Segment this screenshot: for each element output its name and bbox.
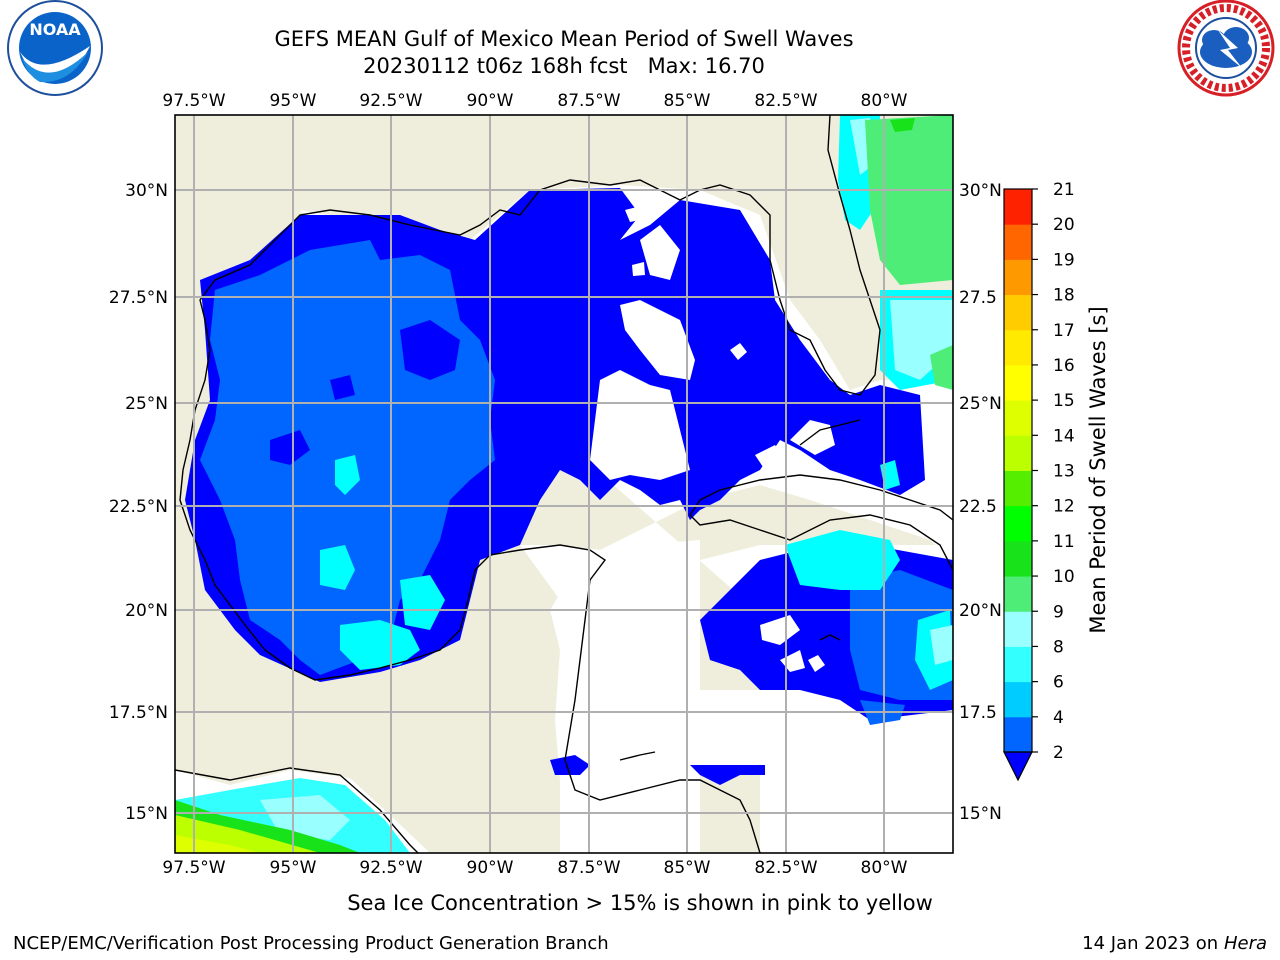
colorbar-segment xyxy=(1004,540,1032,577)
lat-ticks-left: 30°N 27.5°N 25°N 22.5°N 20°N 17.5°N 15°N xyxy=(109,181,168,824)
colorbar-tick-label: 20 xyxy=(1053,215,1075,235)
lon-tick-label: 97.5°W xyxy=(162,91,225,111)
lat-tick-label: 30°N xyxy=(125,181,168,201)
gridlines xyxy=(175,115,953,853)
lon-tick-label: 80°W xyxy=(861,858,908,878)
colorbar-tick-label: 18 xyxy=(1053,286,1075,306)
colorbar-tick-label: 21 xyxy=(1053,180,1075,200)
lon-tick-label: 92.5°W xyxy=(359,91,422,111)
colorbar-tick-label: 16 xyxy=(1053,356,1075,376)
lon-tick-label: 82.5°W xyxy=(754,858,817,878)
map-frame xyxy=(174,114,954,854)
page-title: GEFS MEAN Gulf of Mexico Mean Period of … xyxy=(274,27,854,51)
lat-tick-label: 27.5°N xyxy=(109,288,168,308)
lat-tick-label: 20°N xyxy=(125,601,168,621)
lat-tick-label: 22.5 xyxy=(959,497,997,517)
lat-ticks-right: 30°N 27.5 25°N 22.5 20°N 17.5 15°N xyxy=(959,181,1002,824)
lon-tick-label: 87.5°W xyxy=(557,91,620,111)
colorbar-segment xyxy=(1004,259,1032,296)
lat-tick-label: 17.5 xyxy=(959,703,997,723)
lon-tick-label: 90°W xyxy=(467,91,514,111)
colorbar-tick-label: 10 xyxy=(1053,567,1075,587)
lon-tick-label: 95°W xyxy=(270,858,317,878)
colorbar-tick-label: 14 xyxy=(1053,426,1075,446)
colorbar-tick-label: 6 xyxy=(1053,673,1064,693)
stamp-host: Hera xyxy=(1223,933,1267,954)
lon-tick-label: 82.5°W xyxy=(754,91,817,111)
lat-tick-label: 17.5°N xyxy=(109,703,168,723)
colorbar-tick-label: 19 xyxy=(1053,250,1075,270)
colorbar-segment xyxy=(1004,576,1032,612)
colorbar-under-arrow xyxy=(1003,751,1033,782)
colorbar-label: Mean Period of Swell Waves [s] xyxy=(1086,306,1110,633)
colorbar-tick-label: 4 xyxy=(1053,708,1064,728)
lon-tick-label: 87.5°W xyxy=(557,858,620,878)
colorbar-tick-label: 9 xyxy=(1053,602,1064,622)
map-content xyxy=(175,115,953,853)
lat-tick-label: 15°N xyxy=(125,804,168,824)
colorbar-segment xyxy=(1004,611,1032,647)
colorbar-segment xyxy=(1004,716,1032,753)
noaa-logo-icon xyxy=(7,0,103,96)
lon-tick-label: 85°W xyxy=(664,91,711,111)
lon-tick-label: 95°W xyxy=(270,91,317,111)
colorbar-segment xyxy=(1004,224,1032,260)
colorbar-tick-label: 15 xyxy=(1053,391,1075,411)
colorbar-segment xyxy=(1004,189,1032,225)
colorbar-segment xyxy=(1004,470,1032,507)
lon-tick-label: 80°W xyxy=(861,91,908,111)
stamp-date: 14 Jan 2023 on xyxy=(1082,933,1219,954)
sea-ice-note: Sea Ice Concentration > 15% is shown in … xyxy=(347,891,933,915)
page-subtitle: 20230112 t06z 168h fcst Max: 16.70 xyxy=(363,54,765,78)
lat-tick-label: 25°N xyxy=(125,394,168,414)
lat-tick-label: 20°N xyxy=(959,601,1002,621)
colorbar-tick-label: 8 xyxy=(1053,637,1064,657)
colorbar-tick-label: 12 xyxy=(1053,497,1075,517)
colorbar-segment xyxy=(1004,329,1032,366)
lat-tick-label: 27.5 xyxy=(959,288,997,308)
colorbar-segment xyxy=(1004,400,1032,436)
lon-tick-label: 97.5°W xyxy=(162,858,225,878)
colorbar-tick-label: 17 xyxy=(1053,321,1075,341)
lon-tick-label: 92.5°W xyxy=(359,858,422,878)
colorbar-segment xyxy=(1004,505,1032,542)
lat-tick-label: 30°N xyxy=(959,181,1002,201)
colorbar-segment xyxy=(1004,681,1032,718)
lat-tick-label: 15°N xyxy=(959,804,1002,824)
colorbar-segment xyxy=(1004,294,1032,331)
colorbar-segment xyxy=(1004,435,1032,471)
swell-region-4-6 xyxy=(320,545,355,590)
colorbar-tick-label: 2 xyxy=(1053,743,1064,763)
colorbar: 2 4 6 8 9 10 11 12 13 14 15 16 17 18 19 20 21 xyxy=(1003,180,1075,782)
colorbar-tick-label: 11 xyxy=(1053,532,1075,552)
credit-text: NCEP/EMC/Verification Post Processing Pr… xyxy=(13,933,609,954)
colorbar-segment xyxy=(1004,646,1032,683)
lon-ticks-bottom: 97.5°W 95°W 92.5°W 90°W 87.5°W 85°W 82.5… xyxy=(162,858,907,878)
swell-region-9-10 xyxy=(865,115,953,285)
nws-logo-icon xyxy=(1177,0,1275,97)
lat-tick-label: 25°N xyxy=(959,394,1002,414)
colorbar-tick-label: 13 xyxy=(1053,462,1075,482)
lon-tick-label: 85°W xyxy=(664,858,711,878)
noaa-logo-text: NOAA xyxy=(29,20,81,39)
colorbar-segment xyxy=(1004,364,1032,401)
timestamp: 14 Jan 2023 on Hera xyxy=(1082,933,1267,954)
lat-tick-label: 22.5°N xyxy=(109,497,168,517)
lon-tick-label: 90°W xyxy=(467,858,514,878)
lon-ticks-top: 97.5°W 95°W 92.5°W 90°W 87.5°W 85°W 82.5… xyxy=(162,91,907,111)
